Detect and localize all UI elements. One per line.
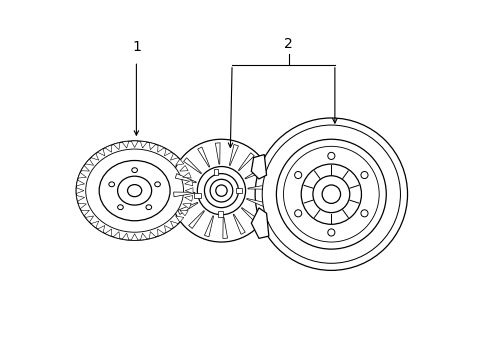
- Polygon shape: [81, 166, 89, 171]
- Circle shape: [262, 125, 400, 263]
- Polygon shape: [164, 225, 171, 233]
- Circle shape: [276, 139, 386, 249]
- Polygon shape: [251, 208, 268, 238]
- Polygon shape: [247, 185, 269, 189]
- Ellipse shape: [118, 205, 123, 210]
- Polygon shape: [244, 167, 264, 179]
- Circle shape: [255, 118, 407, 270]
- Polygon shape: [183, 158, 201, 174]
- Polygon shape: [78, 172, 86, 178]
- Polygon shape: [251, 154, 266, 179]
- Polygon shape: [140, 233, 147, 240]
- Ellipse shape: [109, 182, 114, 187]
- Polygon shape: [76, 188, 84, 194]
- Polygon shape: [105, 145, 111, 152]
- Polygon shape: [81, 210, 89, 216]
- Ellipse shape: [127, 185, 142, 197]
- Polygon shape: [105, 229, 111, 236]
- Circle shape: [360, 171, 367, 179]
- Polygon shape: [113, 143, 120, 150]
- Polygon shape: [78, 203, 86, 209]
- Bar: [236, 188, 242, 193]
- Polygon shape: [85, 216, 93, 222]
- Polygon shape: [246, 198, 267, 208]
- Polygon shape: [223, 217, 227, 238]
- Polygon shape: [184, 180, 192, 186]
- Polygon shape: [180, 210, 188, 216]
- Circle shape: [215, 185, 226, 196]
- Polygon shape: [149, 143, 156, 150]
- Polygon shape: [183, 203, 191, 209]
- Circle shape: [210, 179, 232, 202]
- Polygon shape: [175, 216, 183, 222]
- Circle shape: [197, 167, 245, 215]
- Circle shape: [322, 185, 340, 203]
- Polygon shape: [241, 208, 259, 224]
- Polygon shape: [91, 153, 99, 160]
- Polygon shape: [185, 188, 193, 194]
- Polygon shape: [157, 229, 164, 236]
- Polygon shape: [233, 214, 245, 234]
- Polygon shape: [149, 231, 156, 239]
- Circle shape: [327, 229, 334, 236]
- Circle shape: [204, 174, 238, 208]
- Polygon shape: [197, 147, 209, 167]
- Circle shape: [301, 164, 361, 224]
- Polygon shape: [122, 141, 129, 148]
- Circle shape: [294, 171, 301, 179]
- Polygon shape: [180, 166, 188, 171]
- Polygon shape: [173, 192, 195, 197]
- Circle shape: [170, 139, 272, 242]
- Polygon shape: [175, 174, 196, 183]
- Ellipse shape: [145, 205, 151, 210]
- Polygon shape: [170, 153, 178, 160]
- Polygon shape: [91, 221, 99, 228]
- Ellipse shape: [132, 168, 137, 172]
- Polygon shape: [122, 233, 129, 240]
- Circle shape: [327, 152, 334, 159]
- Circle shape: [283, 146, 378, 242]
- Polygon shape: [76, 180, 84, 186]
- Polygon shape: [229, 144, 238, 166]
- Ellipse shape: [118, 176, 151, 205]
- Polygon shape: [85, 159, 93, 165]
- Polygon shape: [184, 195, 192, 201]
- Bar: [213, 169, 218, 175]
- Circle shape: [312, 176, 349, 213]
- Text: 2: 2: [284, 36, 293, 50]
- Ellipse shape: [154, 182, 160, 187]
- Polygon shape: [97, 149, 104, 156]
- Polygon shape: [113, 231, 120, 239]
- Polygon shape: [175, 159, 183, 165]
- Polygon shape: [183, 172, 191, 178]
- Polygon shape: [170, 221, 178, 228]
- Polygon shape: [140, 141, 147, 148]
- Ellipse shape: [76, 141, 193, 240]
- Polygon shape: [131, 234, 138, 240]
- Circle shape: [294, 210, 301, 217]
- Polygon shape: [131, 141, 138, 148]
- Polygon shape: [188, 211, 204, 229]
- Text: 1: 1: [132, 40, 141, 54]
- Bar: [194, 193, 200, 198]
- Polygon shape: [157, 145, 164, 152]
- Polygon shape: [97, 225, 104, 233]
- Polygon shape: [204, 216, 213, 237]
- Circle shape: [360, 210, 367, 217]
- Ellipse shape: [85, 149, 183, 232]
- Ellipse shape: [99, 161, 170, 221]
- Polygon shape: [238, 153, 254, 171]
- Polygon shape: [178, 202, 198, 215]
- Bar: [218, 211, 223, 217]
- Polygon shape: [164, 149, 171, 156]
- Polygon shape: [76, 195, 84, 201]
- Polygon shape: [215, 143, 220, 164]
